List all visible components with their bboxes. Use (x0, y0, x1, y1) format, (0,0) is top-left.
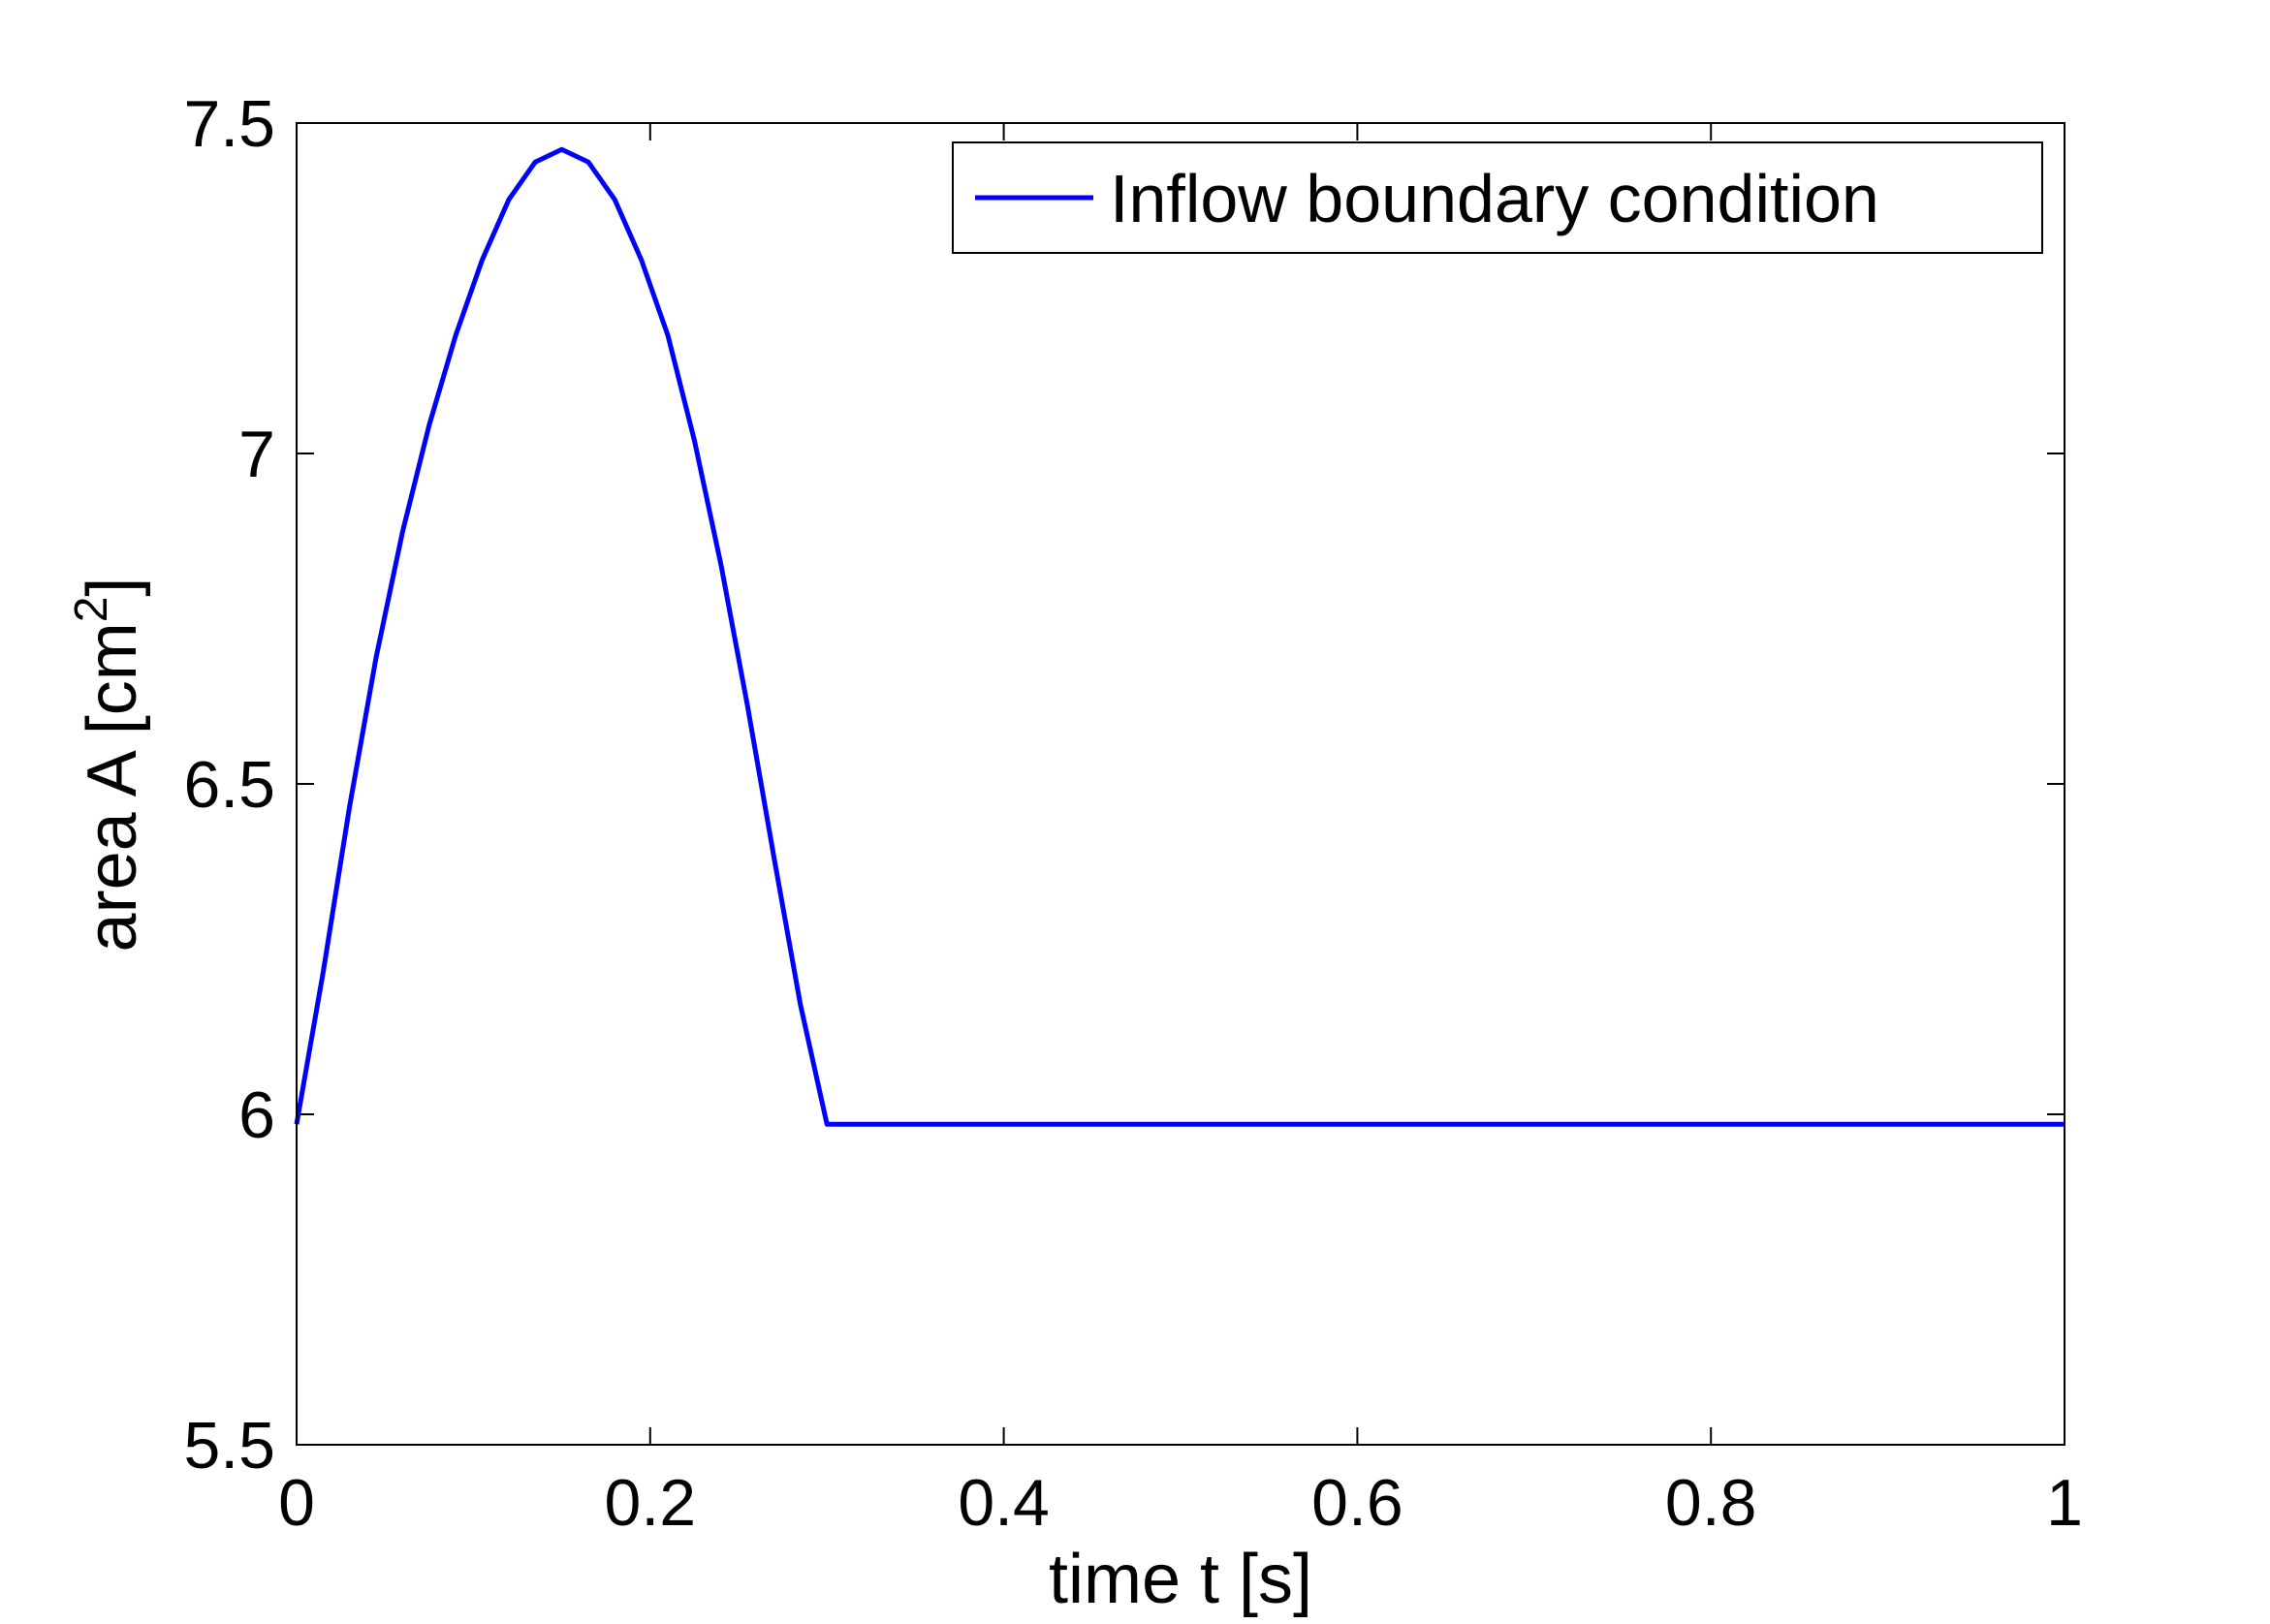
x-tick-label: 0.2 (605, 1466, 697, 1540)
y-tick-label: 7 (238, 418, 275, 491)
legend-entry-label: Inflow boundary condition (1110, 161, 1879, 236)
plot-area-frame (296, 122, 2065, 1446)
x-axis-label: time t [s] (1049, 1541, 1312, 1618)
y-axis-label-main: area A [cm (74, 622, 151, 952)
x-tick-label: 0 (278, 1466, 315, 1540)
y-tick-label: 6.5 (183, 748, 275, 822)
series-line (294, 146, 2065, 1127)
tick-labels: 0 0.2 0.4 0.6 0.8 1 5.5 6 6.5 7 7.5 (183, 87, 2082, 1540)
legend-box (952, 141, 2043, 254)
y-axis-label: area A [cm2] (66, 578, 151, 953)
y-axis-label-suffix: ] (74, 578, 151, 597)
y-tick-label: 5.5 (183, 1409, 275, 1483)
y-tick-label: 7.5 (183, 87, 275, 161)
x-tick-label: 0.4 (958, 1466, 1050, 1540)
x-tick-label: 1 (2046, 1466, 2083, 1540)
legend: Inflow boundary condition (952, 141, 2043, 254)
x-tick-label: 0.8 (1665, 1466, 1757, 1540)
x-tick-label: 0.6 (1311, 1466, 1403, 1540)
y-tick-label: 6 (238, 1078, 275, 1152)
y-axis-label-superscript: 2 (66, 597, 117, 623)
series-layer (294, 146, 2065, 1127)
